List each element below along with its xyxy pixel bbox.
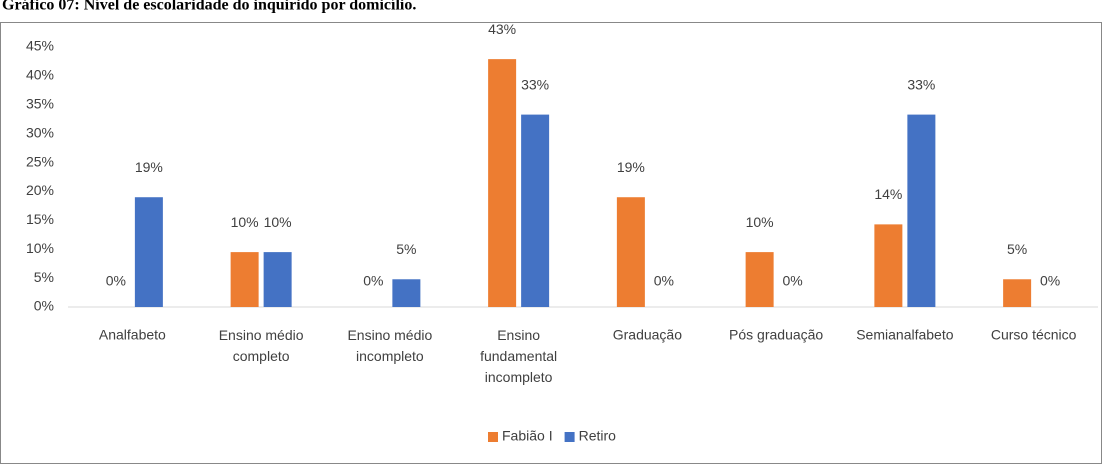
legend-swatch — [488, 432, 498, 442]
data-label: 19% — [617, 159, 645, 175]
data-label: 10% — [231, 214, 259, 230]
x-tick-label: Analfabeto — [99, 327, 166, 343]
bar — [907, 114, 936, 307]
bar — [745, 252, 774, 307]
x-tick-label: Curso técnico — [991, 327, 1077, 343]
legend-label: Retiro — [579, 428, 617, 444]
data-label: 5% — [396, 241, 416, 257]
x-tick-label: Ensino médio incompleto — [347, 327, 432, 364]
bar — [488, 59, 517, 308]
legend-swatch — [564, 432, 575, 442]
legend-label: Fabião I — [502, 428, 553, 444]
data-label: 5% — [1007, 241, 1027, 257]
data-label: 33% — [521, 76, 549, 92]
chart-frame — [0, 22, 1102, 464]
x-tick-label: Ensino médio completo — [219, 327, 304, 364]
bar — [392, 279, 421, 307]
y-tick-label: 15% — [26, 211, 54, 227]
data-label: 0% — [106, 273, 126, 289]
data-label: 0% — [363, 273, 383, 289]
data-label: 0% — [654, 273, 674, 289]
data-label: 0% — [783, 273, 803, 289]
data-label: 14% — [874, 186, 902, 202]
y-tick-label: 40% — [26, 67, 54, 83]
data-label: 43% — [488, 21, 516, 37]
y-tick-label: 10% — [26, 240, 54, 256]
chart-title: Gráfico 07: Nível de escolaridade do inq… — [2, 0, 416, 14]
bar — [263, 252, 292, 307]
data-label: 19% — [135, 159, 163, 175]
bar — [230, 252, 259, 307]
y-tick-label: 35% — [26, 95, 54, 111]
x-tick-label: Graduação — [613, 327, 682, 343]
bar — [616, 197, 645, 307]
x-tick-label: Pós graduação — [729, 327, 823, 343]
y-tick-label: 25% — [26, 153, 54, 169]
bar — [134, 197, 163, 307]
data-label: 10% — [746, 214, 774, 230]
data-label: 33% — [907, 76, 935, 92]
data-label: 0% — [1040, 273, 1060, 289]
data-label: 10% — [264, 214, 292, 230]
y-tick-label: 45% — [26, 38, 54, 54]
bar — [874, 224, 903, 307]
x-tick-label: Ensino fundamental incompleto — [480, 327, 557, 385]
y-tick-label: 5% — [34, 269, 54, 285]
y-tick-label: 20% — [26, 182, 54, 198]
bar — [1003, 279, 1032, 307]
x-tick-label: Semianalfabeto — [856, 327, 954, 343]
y-tick-label: 30% — [26, 124, 54, 140]
bar — [521, 114, 550, 307]
y-tick-label: 0% — [34, 298, 54, 314]
